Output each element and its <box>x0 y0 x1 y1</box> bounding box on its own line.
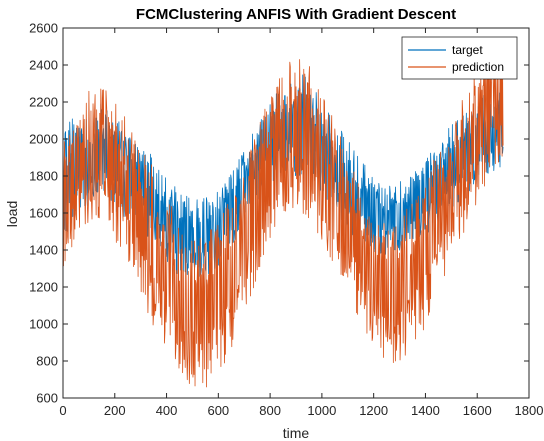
legend-box <box>401 36 518 80</box>
y-tick-label: 1600 <box>29 206 58 221</box>
y-tick-label: 2600 <box>29 21 58 36</box>
x-axis-label: time <box>283 425 310 441</box>
x-tick-label: 1200 <box>359 403 388 418</box>
x-tick-label: 1000 <box>307 403 336 418</box>
y-axis-label: load <box>4 201 20 227</box>
axes-layer: 0 200 400 600 800 1000 1200 1400 1600 1800 600 800 1… <box>29 21 543 419</box>
x-tick-label: 800 <box>259 403 281 418</box>
series-line-prediction <box>62 41 504 388</box>
y-tick-label: 2400 <box>29 58 58 73</box>
y-tick-label: 1800 <box>29 169 58 184</box>
y-tick-label: 600 <box>36 391 58 406</box>
x-tick-label: 200 <box>104 403 126 418</box>
series-layer <box>62 41 504 388</box>
legend-label-target: target <box>452 43 483 57</box>
y-tick-label: 1000 <box>29 317 58 332</box>
legend-label-prediction: prediction <box>452 60 504 74</box>
x-tick-label: 1800 <box>515 403 544 418</box>
x-tick-label: 0 <box>59 403 66 418</box>
y-tick-label: 1400 <box>29 243 58 258</box>
y-tick-label: 1200 <box>29 280 58 295</box>
y-tick-label: 2000 <box>29 132 58 147</box>
x-tick-label: 1400 <box>411 403 440 418</box>
legend: target prediction <box>401 36 518 80</box>
x-tick-label: 1600 <box>463 403 492 418</box>
x-tick-label: 600 <box>207 403 229 418</box>
x-tick-label: 400 <box>156 403 178 418</box>
chart-title: FCMClustering ANFIS With Gradient Descen… <box>136 6 456 23</box>
y-tick-label: 800 <box>36 354 58 369</box>
y-tick-label: 2200 <box>29 95 58 110</box>
